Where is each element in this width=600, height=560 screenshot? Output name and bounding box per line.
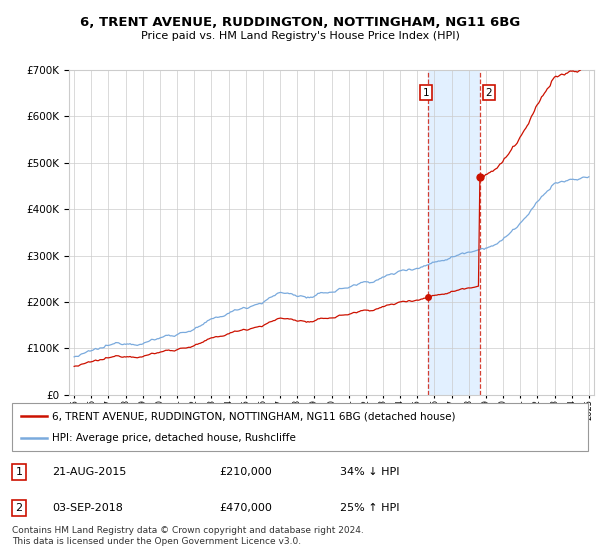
Text: HPI: Average price, detached house, Rushcliffe: HPI: Average price, detached house, Rush…	[52, 433, 296, 443]
Text: £470,000: £470,000	[220, 503, 272, 513]
Bar	[428, 70, 480, 395]
Text: 6, TRENT AVENUE, RUDDINGTON, NOTTINGHAM, NG11 6BG (detached house): 6, TRENT AVENUE, RUDDINGTON, NOTTINGHAM,…	[52, 411, 456, 421]
Text: 25% ↑ HPI: 25% ↑ HPI	[340, 503, 400, 513]
Text: 6, TRENT AVENUE, RUDDINGTON, NOTTINGHAM, NG11 6BG: 6, TRENT AVENUE, RUDDINGTON, NOTTINGHAM,…	[80, 16, 520, 29]
Text: 1: 1	[16, 467, 22, 477]
Text: Price paid vs. HM Land Registry's House Price Index (HPI): Price paid vs. HM Land Registry's House …	[140, 31, 460, 41]
FancyBboxPatch shape	[12, 403, 588, 451]
Text: 34% ↓ HPI: 34% ↓ HPI	[340, 467, 400, 477]
Text: 03-SEP-2018: 03-SEP-2018	[52, 503, 123, 513]
Text: 21-AUG-2015: 21-AUG-2015	[52, 467, 127, 477]
Text: £210,000: £210,000	[220, 467, 272, 477]
Text: Contains HM Land Registry data © Crown copyright and database right 2024.
This d: Contains HM Land Registry data © Crown c…	[12, 526, 364, 546]
Text: 1: 1	[422, 88, 429, 98]
Text: 2: 2	[16, 503, 22, 513]
Text: 2: 2	[485, 88, 492, 98]
